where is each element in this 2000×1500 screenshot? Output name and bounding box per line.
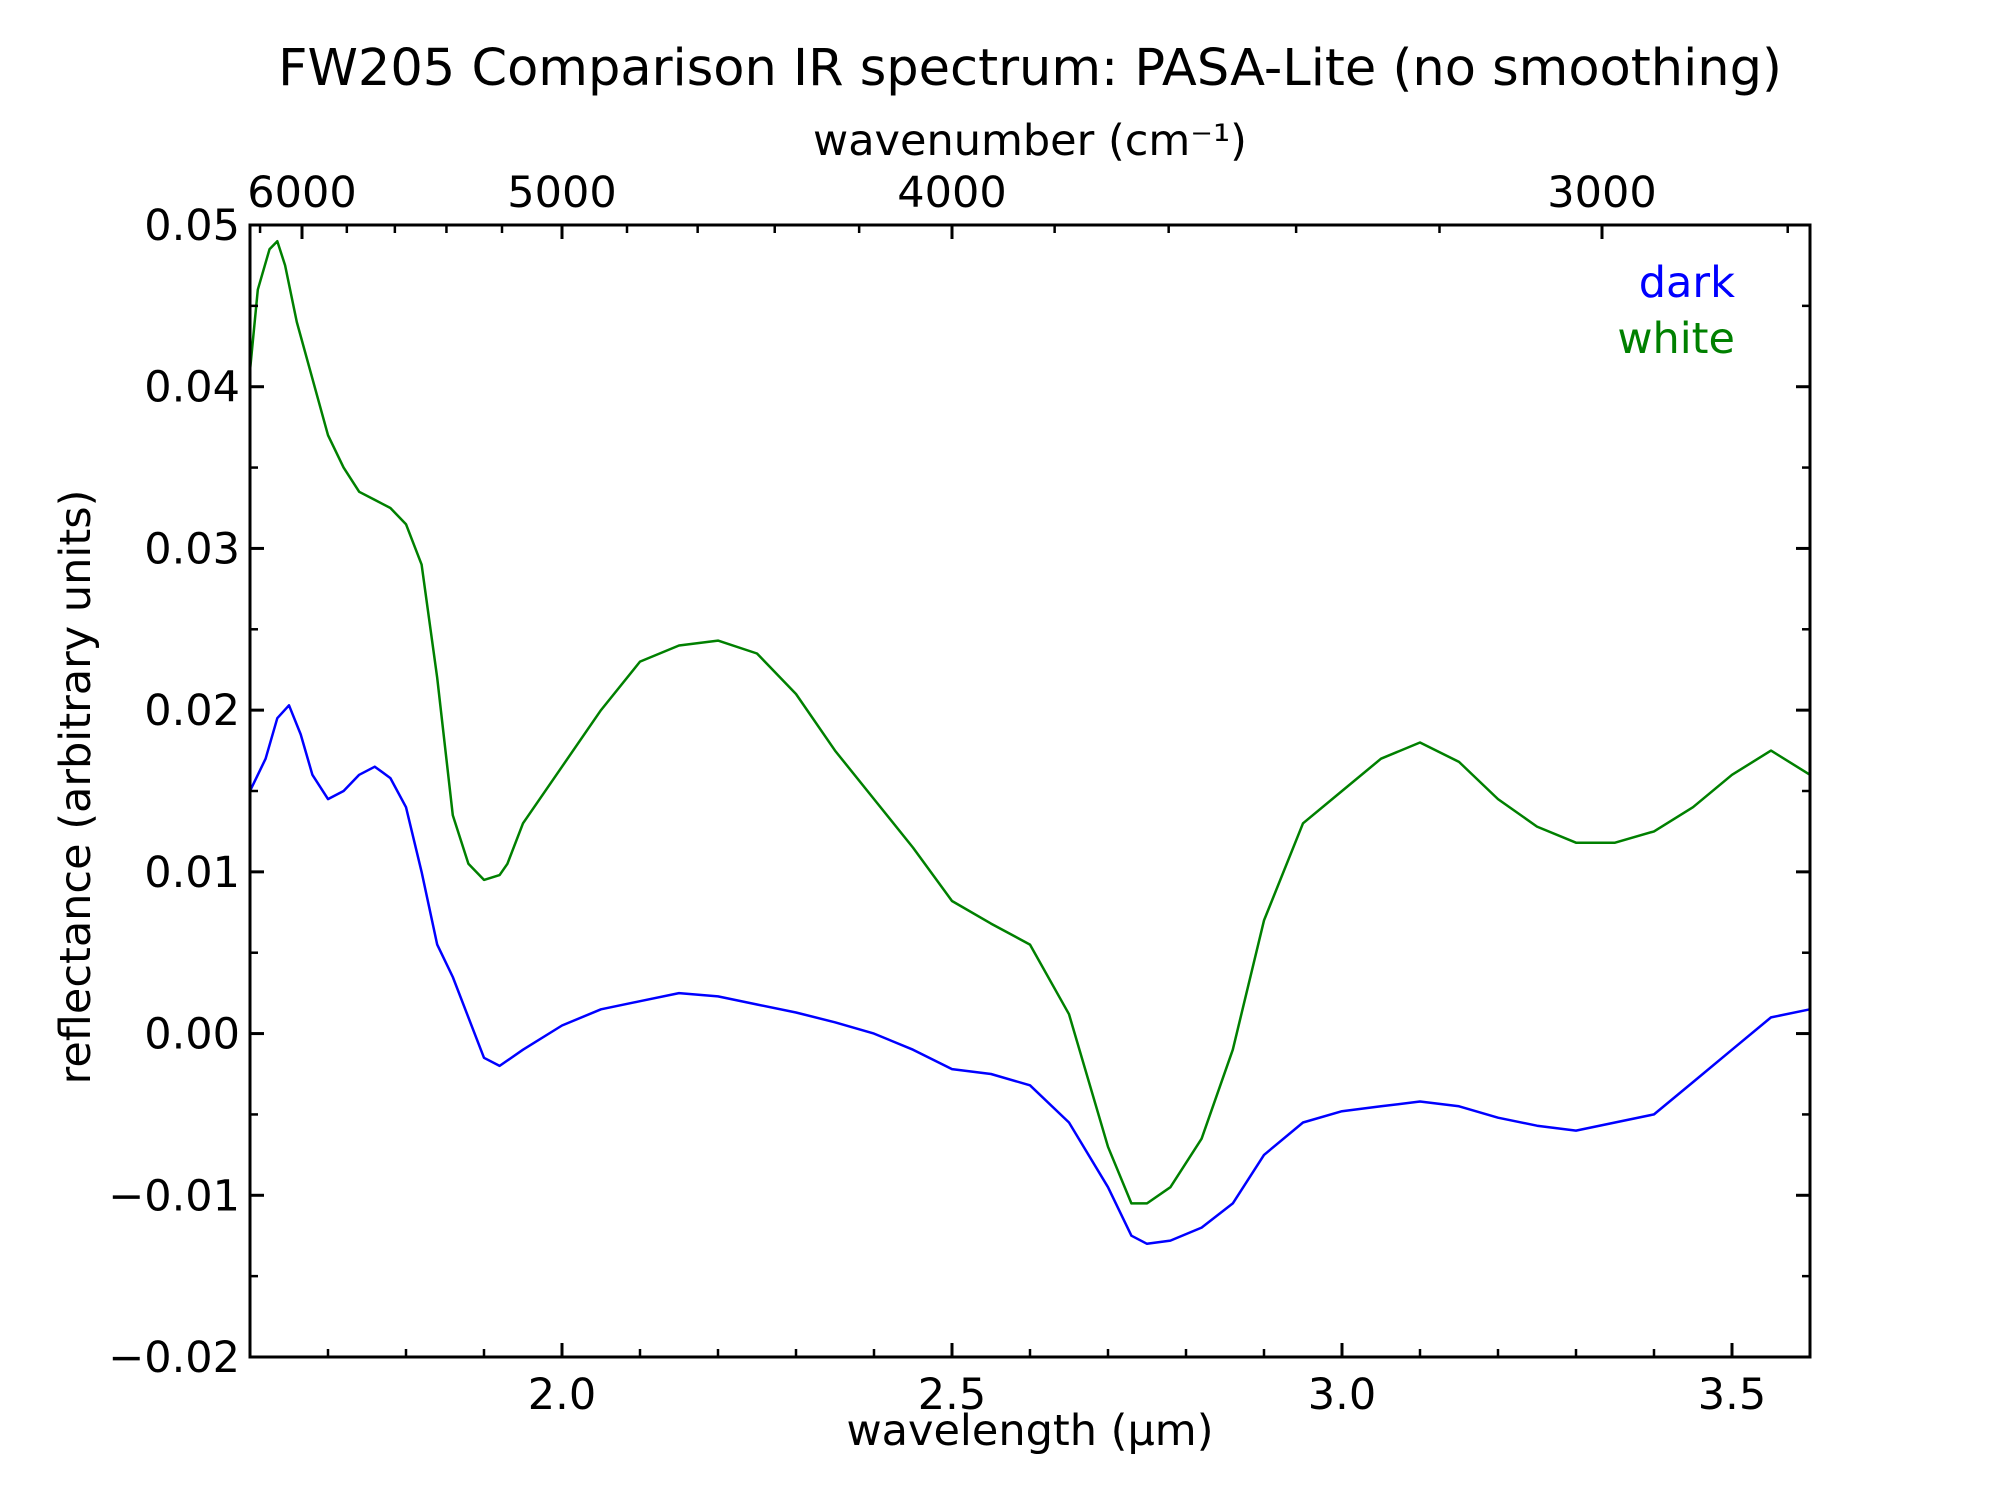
tick-layer: 2.0 2.5 3.0 3.5 −0.02 −0.01 0.00 0.01 0.02 0.03 0.… bbox=[108, 168, 1810, 1420]
legend-entry-white: white bbox=[1617, 314, 1735, 364]
x-tick-label: 3.0 bbox=[1308, 1370, 1376, 1420]
x-axis-label: wavelength (μm) bbox=[847, 1406, 1214, 1456]
chart-title: FW205 Comparison IR spectrum: PASA-Lite … bbox=[278, 39, 1782, 98]
x-tick-label: 2.5 bbox=[918, 1370, 986, 1420]
y-tick-label: 0.04 bbox=[144, 363, 240, 413]
top-tick-label: 5000 bbox=[507, 168, 616, 218]
y-tick-label: −0.01 bbox=[108, 1171, 240, 1221]
legend-entry-dark: dark bbox=[1639, 258, 1735, 308]
y-tick-label: −0.02 bbox=[108, 1333, 240, 1383]
x-tick-label: 2.0 bbox=[528, 1370, 596, 1420]
y-tick-label: 0.01 bbox=[144, 848, 240, 898]
y-tick-label: 0.00 bbox=[144, 1010, 240, 1060]
top-tick-label: 3000 bbox=[1547, 168, 1656, 218]
top-tick-label: 4000 bbox=[897, 168, 1006, 218]
top-x-axis-label: wavenumber (cm⁻¹) bbox=[813, 116, 1247, 166]
x-tick-label: 3.5 bbox=[1698, 1370, 1766, 1420]
y-axis-label: reflectance (arbitrary units) bbox=[51, 490, 101, 1085]
y-tick-label: 0.03 bbox=[144, 524, 240, 574]
top-tick-label: 6000 bbox=[247, 168, 356, 218]
series-line-dark bbox=[248, 704, 1811, 1246]
plot-frame bbox=[248, 223, 1812, 1359]
series-line-white bbox=[248, 239, 1811, 1205]
y-tick-label: 0.02 bbox=[144, 686, 240, 736]
series-layer bbox=[248, 239, 1811, 1246]
y-tick-label: 0.05 bbox=[144, 201, 240, 251]
